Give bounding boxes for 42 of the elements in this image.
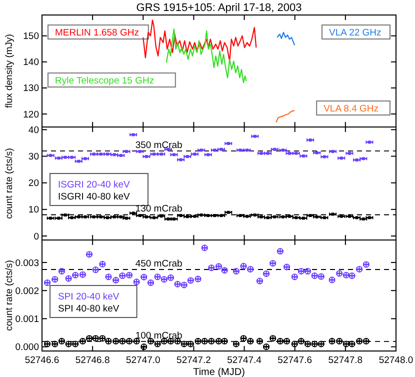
line-series — [276, 110, 296, 123]
y-tick-label: 150 — [23, 31, 39, 42]
y-tick-label: 140 — [23, 57, 39, 68]
x-tick-label: 52747.8 — [328, 355, 363, 366]
ref-line-label: 350 mCrab — [135, 140, 182, 151]
line-series — [142, 20, 257, 62]
x-tick-label: 52747.2 — [176, 355, 211, 366]
y-tick-label: 120 — [23, 109, 39, 120]
x-tick-label: 52748.0 — [378, 355, 414, 366]
text: VLA 8.4 GHz — [324, 104, 379, 114]
x-axis-title: Time (MJD) — [193, 367, 245, 377]
x-tick-label: 52747.6 — [278, 355, 312, 366]
y-tick-label: 40 — [28, 124, 39, 136]
y-tick-label: 30 — [28, 152, 39, 163]
y-tick-label: 0.001 — [15, 314, 39, 325]
y-tick-label: 130 — [23, 83, 39, 94]
y-tick-label: 0.003 — [15, 258, 39, 269]
y-axis-title: count rate (cts/s) — [4, 260, 15, 331]
y-tick-label: 20 — [28, 178, 39, 190]
text: ISGRI 20-40 keV — [58, 180, 130, 190]
y-tick-label: 0 — [34, 231, 39, 242]
y-tick-label: 0.002 — [15, 286, 39, 297]
ref-line-label: 130 mCrab — [135, 204, 182, 215]
y-tick-label: 0.000 — [15, 342, 39, 354]
series-label: Ryle Telescope 15 GHz — [55, 76, 154, 86]
x-tick-label: 52747.0 — [126, 355, 160, 366]
ref-line-label: 100 mCrab — [135, 330, 182, 342]
series-label: SPI 20-40 keV — [58, 292, 120, 302]
line-series — [166, 28, 247, 84]
series-label: ISGRI 40-80 keV — [58, 192, 130, 202]
series-label: MERLIN 1.658 GHz — [55, 28, 140, 38]
y-axis-title: flux density (mJy) — [4, 34, 15, 108]
y-axis-title: count rate (cts/s) — [4, 148, 15, 219]
x-tick-label: 52747.4 — [227, 355, 262, 366]
y-tick-label: 10 — [28, 204, 39, 216]
x-tick-label: 52746.6 — [24, 355, 60, 366]
line-series — [276, 32, 296, 46]
text: VLA 22 GHz — [329, 28, 382, 38]
chart-title: GRS 1915+105: April 17-18, 2003 — [136, 2, 302, 14]
x-tick-label: 52746.8 — [75, 355, 110, 366]
ref-line-label: 450 mCrab — [135, 258, 182, 270]
text: SPI 40-80 keV — [58, 304, 120, 314]
